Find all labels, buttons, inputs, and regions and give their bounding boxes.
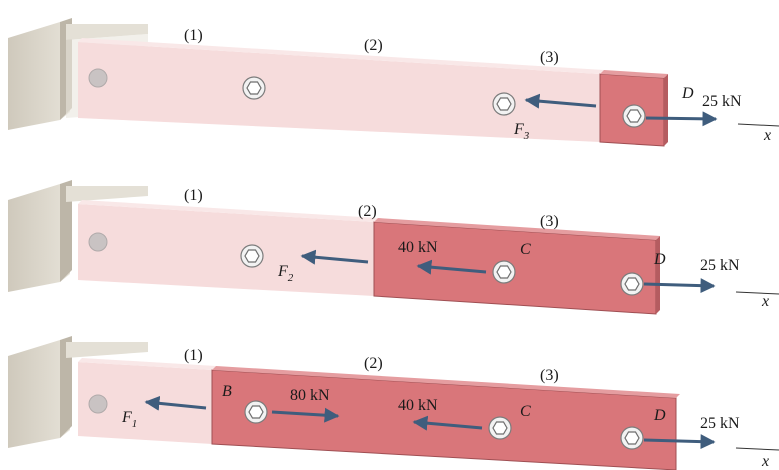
force-value: 25 kN (700, 415, 740, 432)
segment-label: (2) (358, 203, 377, 220)
hex-bolt-icon (242, 76, 266, 100)
panel-3: (1) (2) (3) F1 B 80 kN 40 kN C D 25 kN x (8, 336, 779, 470)
point-label-D: D (653, 407, 666, 424)
pin-hole-icon (88, 232, 108, 252)
segment-label: (3) (540, 367, 559, 384)
force-arrow-icon (300, 249, 369, 265)
force-label-F3: F3 (513, 121, 530, 142)
segment-label: (2) (364, 37, 383, 54)
pin-hole-icon (88, 394, 108, 414)
point-label-D: D (653, 251, 666, 268)
highlighted-segment-1-2-3 (211, 366, 680, 470)
force-value: 40 kN (398, 397, 438, 414)
force-label-F2: F2 (277, 263, 294, 284)
force-arrow-icon (643, 278, 716, 294)
point-label-C: C (520, 241, 531, 258)
hex-bolt-icon (620, 272, 644, 296)
force-arrow-icon (416, 259, 487, 275)
force-value: 40 kN (398, 239, 438, 256)
panel-2: (1) (2) (3) F2 40 kN C D 25 kN x (8, 180, 779, 315)
segment-label: (1) (184, 27, 203, 44)
wall-support-icon (8, 336, 148, 448)
hex-bolt-icon (492, 260, 516, 284)
force-value: 80 kN (290, 387, 330, 404)
bar-member (78, 200, 378, 296)
bar-member (78, 38, 604, 142)
x-axis-line (737, 123, 779, 127)
point-label-D: D (681, 85, 694, 102)
x-axis-label: x (761, 293, 769, 310)
force-arrow-icon (643, 434, 716, 450)
highlighted-segment-2-3 (373, 218, 660, 315)
x-axis-label: x (763, 127, 771, 144)
force-arrow-icon (412, 415, 483, 431)
segment-label: (3) (540, 213, 559, 230)
x-axis-label: x (761, 453, 769, 470)
wall-support-icon (8, 180, 148, 292)
point-label-C: C (520, 403, 531, 420)
x-axis-line (735, 447, 779, 451)
segment-label: (3) (540, 49, 559, 66)
segment-label: (1) (184, 347, 203, 364)
point-label-B: B (222, 383, 232, 400)
hex-bolt-icon (620, 426, 644, 450)
force-arrow-icon (144, 395, 207, 411)
segment-label: (2) (364, 355, 383, 372)
segment-label: (1) (184, 187, 203, 204)
force-value: 25 kN (702, 93, 742, 110)
force-label-F1: F1 (121, 409, 137, 430)
force-arrow-icon (271, 407, 340, 423)
hex-bolt-icon (240, 244, 264, 268)
hex-bolt-icon (244, 400, 268, 424)
force-value: 25 kN (700, 257, 740, 274)
hex-bolt-icon (488, 416, 512, 440)
x-axis-line (735, 291, 779, 295)
force-arrow-icon (524, 93, 597, 109)
pin-hole-icon (88, 68, 108, 88)
hex-bolt-icon (492, 92, 516, 116)
panel-1: (1) (2) (3) F3 D 25 kN x (8, 18, 779, 147)
force-arrow-icon (645, 111, 718, 127)
hex-bolt-icon (622, 104, 646, 128)
